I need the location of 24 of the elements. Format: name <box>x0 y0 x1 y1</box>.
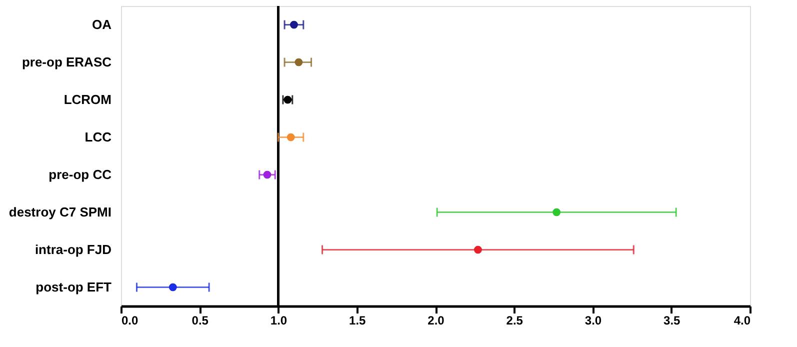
x-tick-label: 1.0 <box>270 314 288 328</box>
y-tick-label: LCC <box>84 129 112 144</box>
y-tick-label: pre-op CC <box>48 166 112 182</box>
x-tick-label: 0.0 <box>122 314 139 328</box>
point <box>263 170 272 179</box>
x-tick-label: 4.0 <box>734 314 751 328</box>
x-tick-label: 2.5 <box>506 314 524 328</box>
y-tick-label: OA <box>92 16 112 32</box>
x-tick-label: 1.5 <box>349 314 366 328</box>
point <box>286 133 295 142</box>
y-tick-label: intra-op FJD <box>34 242 112 257</box>
y-tick-label: pre-op ERASC <box>22 54 112 70</box>
y-tick-label: post-op EFT <box>36 279 112 294</box>
x-tick-label: 3.0 <box>584 314 602 328</box>
x-tick-label: 2.0 <box>428 314 445 328</box>
point <box>169 283 177 292</box>
y-tick-label: destroy C7 SPMI <box>8 204 112 220</box>
point <box>290 20 298 29</box>
point <box>294 58 303 66</box>
point <box>552 208 560 216</box>
y-tick-label: LCROM <box>64 92 112 107</box>
x-tick-label: 3.5 <box>664 314 681 328</box>
point <box>474 246 482 254</box>
x-tick-label: 0.5 <box>192 314 209 328</box>
